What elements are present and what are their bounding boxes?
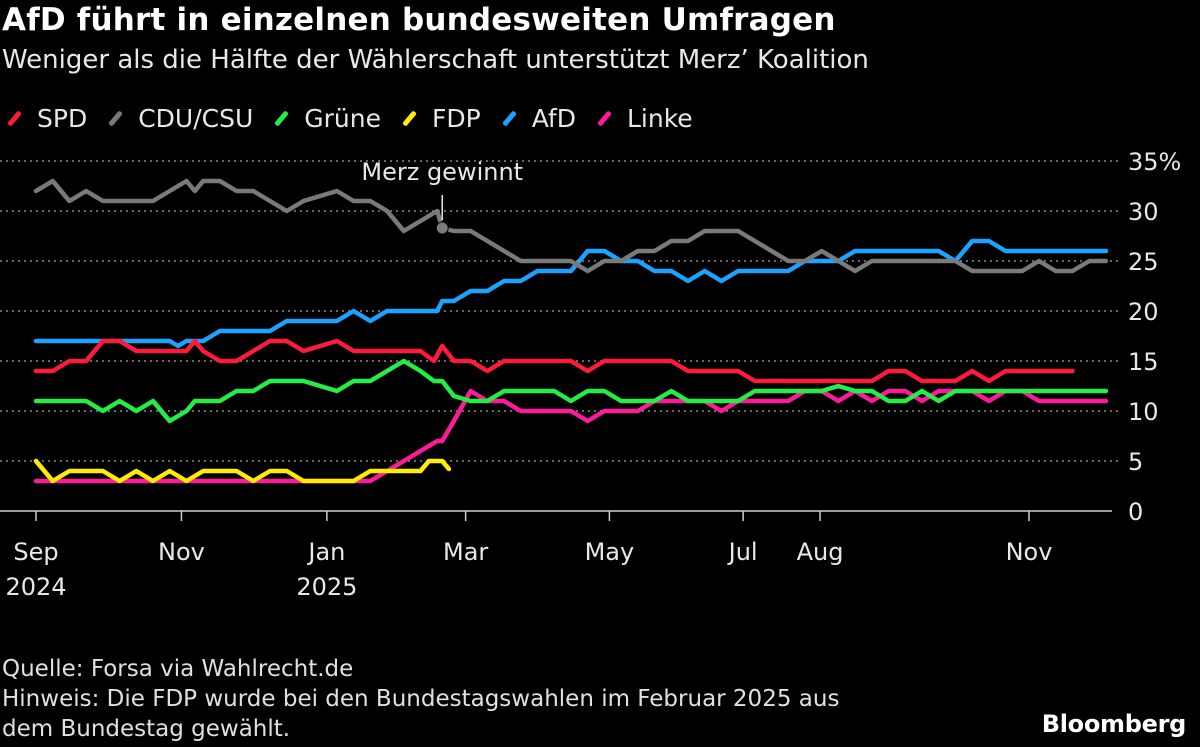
annotation-marker	[435, 221, 449, 235]
x-tick-label: Mar	[443, 538, 488, 566]
annotation: Merz gewinnt	[361, 158, 523, 235]
axes: Sep 2024 Nov Jan 2025 Mar May Jul Aug Nov	[0, 510, 1112, 601]
legend-item-gruene: Grüne	[273, 104, 381, 133]
x-tick-label: Aug	[797, 538, 844, 566]
x-tick-label: Jul	[727, 538, 758, 566]
x-tick-label: Nov	[158, 538, 205, 566]
x-tick-sublabel: 2025	[296, 573, 357, 601]
bloomberg-logo: Bloomberg	[1041, 710, 1187, 738]
y-tick-label: 25	[1128, 248, 1159, 276]
legend-item-linke: Linke	[596, 104, 693, 133]
annotation-label: Merz gewinnt	[361, 158, 523, 186]
series-line-spd	[33, 338, 1075, 384]
x-tick-label: May	[585, 538, 635, 566]
legend-label-fdp: FDP	[432, 104, 481, 133]
gridlines: 0 5 10 15 20 25 30 35%	[0, 148, 1181, 526]
y-tick-label: 30	[1128, 198, 1159, 226]
series-line-afd	[33, 238, 1109, 349]
legend-swatch-afd	[501, 110, 517, 127]
y-tick-label: 0	[1128, 498, 1143, 526]
footnote-line-2: dem Bundestag gewählt.	[2, 716, 291, 742]
legend-item-spd: SPD	[6, 104, 87, 133]
legend-label-cdu-csu: CDU/CSU	[138, 104, 254, 133]
series-line-fdp	[33, 458, 452, 484]
chart-title: AfD führt in einzelnen bundesweiten Umfr…	[2, 2, 836, 38]
y-tick-label: 10	[1128, 398, 1159, 426]
x-tick-label: Jan	[306, 538, 345, 566]
legend-swatch-spd	[7, 110, 22, 127]
legend: SPD CDU/CSU Grüne FDP AfD Linke	[6, 104, 713, 133]
legend-item-fdp: FDP	[401, 104, 481, 133]
series-line-cdu-csu	[33, 178, 1109, 274]
y-tick-label: 15	[1128, 348, 1159, 376]
series-lines	[33, 178, 1109, 484]
legend-swatch-linke	[597, 110, 612, 127]
chart-subtitle: Weniger als die Hälfte der Wählerschaft …	[2, 45, 869, 75]
x-tick-sublabel: 2024	[5, 573, 66, 601]
legend-swatch-fdp	[402, 110, 417, 127]
y-tick-label: 20	[1128, 298, 1159, 326]
y-tick-label: 35%	[1128, 148, 1181, 176]
legend-label-linke: Linke	[626, 104, 693, 133]
legend-swatch-cdu-csu	[108, 110, 124, 127]
x-tick-label: Nov	[1006, 538, 1053, 566]
series-line-gr-ne	[33, 358, 1109, 424]
legend-item-afd: AfD	[501, 104, 576, 133]
footnote-line-1: Hinweis: Die FDP wurde bei den Bundestag…	[2, 686, 840, 712]
legend-label-afd: AfD	[531, 104, 576, 133]
legend-item-cdu-csu: CDU/CSU	[107, 104, 253, 133]
legend-label-spd: SPD	[37, 104, 88, 133]
x-tick-label: Sep	[13, 538, 58, 566]
y-tick-label: 5	[1128, 448, 1143, 476]
legend-label-gruene: Grüne	[304, 104, 381, 133]
series-line-linke	[33, 388, 1109, 484]
source-note: Quelle: Forsa via Wahlrecht.de	[2, 656, 354, 682]
legend-swatch-gruene	[274, 110, 290, 127]
